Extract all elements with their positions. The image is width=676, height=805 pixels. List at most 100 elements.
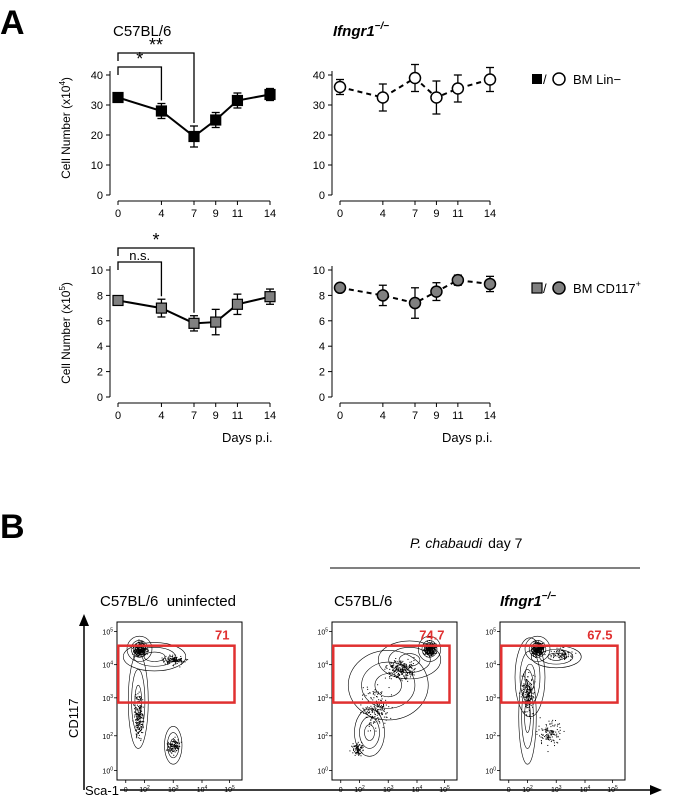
event-dot xyxy=(429,646,431,648)
event-dot xyxy=(136,652,138,654)
line-chart-1: 0 10 20 30 40 0 4 7 9 11 14 xyxy=(313,63,497,220)
event-dot xyxy=(538,649,540,651)
event-dot xyxy=(434,649,436,651)
event-dot xyxy=(394,670,396,672)
event-dot xyxy=(380,699,382,701)
event-dot xyxy=(531,698,533,700)
event-dot xyxy=(356,751,358,753)
event-dot xyxy=(399,667,401,669)
event-dot xyxy=(529,715,531,717)
event-dot xyxy=(556,725,558,727)
event-dot xyxy=(382,709,384,711)
x-tick-label: 4 xyxy=(158,410,164,422)
ylabel-top-close: ) xyxy=(59,77,73,81)
event-dot xyxy=(545,729,547,731)
event-dot xyxy=(562,646,564,648)
flow-tick-sup: 5 xyxy=(493,627,496,633)
event-dot xyxy=(528,710,530,712)
event-dot xyxy=(380,692,382,694)
event-dot xyxy=(143,717,145,719)
event-dot xyxy=(137,718,139,720)
sca1-axis-label: Sca-1 xyxy=(85,783,119,798)
event-dot xyxy=(177,660,179,662)
event-dot xyxy=(357,752,359,754)
event-dot xyxy=(177,659,179,661)
event-dot xyxy=(535,641,537,643)
event-dot xyxy=(430,653,432,655)
infection-species: P. chabaudi xyxy=(410,535,483,551)
data-point-square xyxy=(210,114,222,126)
event-dot xyxy=(435,643,437,645)
event-dot xyxy=(140,650,142,652)
ylabel-bottom-close: ) xyxy=(59,282,73,286)
event-dot xyxy=(556,652,558,654)
event-dot xyxy=(523,711,525,713)
event-dot xyxy=(394,666,396,668)
event-dot xyxy=(140,651,142,653)
flow-tick-base: 10 xyxy=(224,787,232,794)
event-dot xyxy=(407,673,409,675)
x-tick-label: 7 xyxy=(412,410,418,422)
event-dot xyxy=(135,737,137,739)
event-dot xyxy=(403,664,405,666)
event-dot xyxy=(426,648,428,650)
event-dot xyxy=(527,685,529,687)
flow-tick-sup: 2 xyxy=(110,732,113,738)
event-dot xyxy=(356,748,358,750)
event-dot xyxy=(544,729,546,731)
event-dot xyxy=(144,653,146,655)
flow-x-tick-label: 103 xyxy=(383,785,394,794)
event-dot xyxy=(138,707,140,709)
event-dot xyxy=(564,651,566,653)
event-dot xyxy=(142,714,144,716)
event-dot xyxy=(163,660,165,662)
event-dot xyxy=(533,693,535,695)
event-dot xyxy=(142,715,144,717)
event-dot xyxy=(550,734,552,736)
event-dot xyxy=(374,689,376,691)
event-dot xyxy=(535,651,537,653)
event-dot xyxy=(170,658,172,660)
event-dot xyxy=(411,661,413,663)
event-dot xyxy=(170,660,172,662)
event-dot xyxy=(414,667,416,669)
event-dot xyxy=(405,677,407,679)
event-dot xyxy=(430,641,432,643)
y-tick-label: 20 xyxy=(313,130,325,142)
event-dot xyxy=(545,731,547,733)
event-dot xyxy=(136,647,138,649)
event-dot xyxy=(161,657,163,659)
event-dot xyxy=(537,640,539,642)
y-tick-label: 40 xyxy=(91,70,103,82)
event-dot xyxy=(165,657,167,659)
event-dot xyxy=(426,649,428,651)
event-dot xyxy=(522,692,524,694)
event-dot xyxy=(359,744,361,746)
event-dot xyxy=(554,720,556,722)
event-dot xyxy=(397,675,399,677)
event-dot xyxy=(553,654,555,656)
event-dot xyxy=(412,673,414,675)
event-dot xyxy=(410,667,412,669)
event-dot xyxy=(413,671,415,673)
data-point-circle xyxy=(408,71,422,85)
event-dot xyxy=(568,653,570,655)
event-dot xyxy=(541,743,543,745)
event-dot xyxy=(524,697,526,699)
event-dot xyxy=(526,711,528,713)
event-dot xyxy=(433,650,435,652)
event-dot xyxy=(534,648,536,650)
event-dot xyxy=(379,709,381,711)
event-dot xyxy=(171,741,173,743)
event-dot xyxy=(357,749,359,751)
event-dot xyxy=(563,650,565,652)
event-dot xyxy=(374,694,376,696)
event-dot xyxy=(395,667,397,669)
event-dot xyxy=(358,753,360,755)
data-point-square xyxy=(155,105,168,117)
x-tick-label: 0 xyxy=(115,410,121,422)
event-dot xyxy=(176,661,178,663)
event-dot xyxy=(136,735,138,737)
